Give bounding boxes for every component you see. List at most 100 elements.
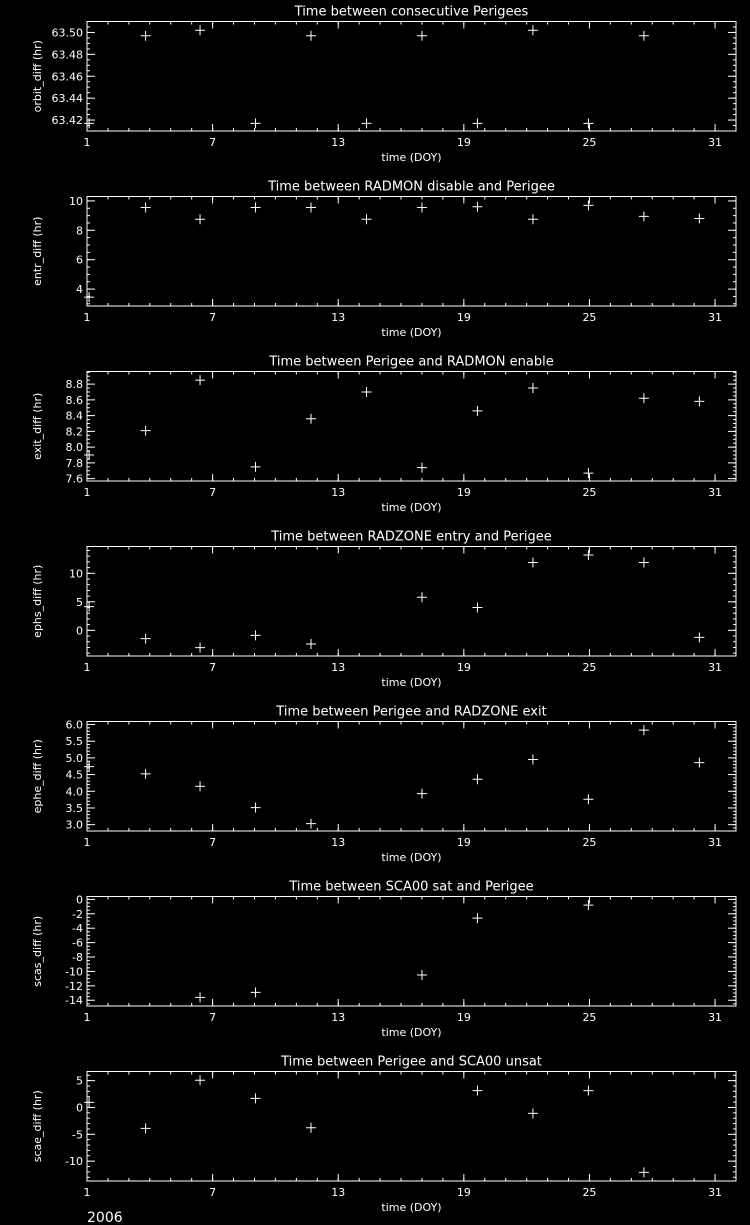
data-point bbox=[195, 781, 206, 792]
data-point bbox=[140, 202, 151, 213]
x-tick-label: 13 bbox=[331, 1011, 345, 1024]
data-point bbox=[250, 118, 261, 129]
data-point bbox=[140, 425, 151, 436]
x-axis-label: time (DOY) bbox=[381, 501, 441, 514]
y-tick-label: 6.0 bbox=[66, 719, 84, 732]
y-tick-label: 4 bbox=[76, 283, 83, 296]
chart-title: Time between Perigee and RADZONE exit bbox=[275, 705, 546, 720]
data-point bbox=[472, 118, 483, 129]
data-point bbox=[694, 632, 705, 643]
y-tick-label: -4 bbox=[72, 922, 83, 935]
y-axis-label: orbit_diff (hr) bbox=[31, 40, 44, 112]
x-tick-label: 1 bbox=[84, 486, 91, 499]
data-point bbox=[306, 413, 317, 424]
x-tick-label: 25 bbox=[582, 661, 596, 674]
y-axis-label: ephs_diff (hr) bbox=[31, 565, 44, 638]
data-point bbox=[583, 794, 594, 805]
data-point bbox=[84, 450, 95, 461]
y-tick-label: -10 bbox=[65, 965, 83, 978]
chart-panel-2: Time between RADMON disable and Perigee t… bbox=[31, 180, 737, 339]
data-point bbox=[583, 468, 594, 479]
data-point bbox=[527, 557, 538, 568]
x-tick-label: 13 bbox=[331, 661, 345, 674]
chart-panel-1: Time between consecutive Perigees time (D… bbox=[31, 5, 737, 164]
data-point bbox=[250, 802, 261, 813]
x-tick-label: 13 bbox=[331, 836, 345, 849]
data-point bbox=[638, 557, 649, 568]
y-tick-label: 8.6 bbox=[66, 394, 84, 407]
data-point bbox=[84, 292, 95, 303]
y-tick-label: 8.2 bbox=[66, 425, 84, 438]
data-point bbox=[195, 214, 206, 225]
y-tick-label: 6 bbox=[76, 254, 83, 267]
x-tick-label: 31 bbox=[708, 311, 722, 324]
data-point bbox=[527, 754, 538, 765]
data-point bbox=[250, 630, 261, 641]
x-axis-label: time (DOY) bbox=[381, 676, 441, 689]
data-point bbox=[638, 1167, 649, 1178]
data-point bbox=[361, 386, 372, 397]
data-point bbox=[527, 214, 538, 225]
x-tick-label: 25 bbox=[582, 836, 596, 849]
data-point bbox=[250, 461, 261, 472]
data-point bbox=[472, 1085, 483, 1096]
chart-panel-5: Time between Perigee and RADZONE exit tim… bbox=[31, 705, 737, 864]
plot-frame bbox=[86, 1071, 737, 1182]
data-point bbox=[195, 375, 206, 386]
y-tick-label: 4.5 bbox=[66, 769, 84, 782]
y-tick-label: 63.46 bbox=[52, 70, 84, 83]
y-tick-label: 7.8 bbox=[66, 457, 84, 470]
y-tick-label: 5.5 bbox=[66, 735, 84, 748]
y-tick-label: -6 bbox=[72, 937, 83, 950]
data-point bbox=[583, 1085, 594, 1096]
y-tick-label: 63.44 bbox=[52, 92, 84, 105]
x-tick-label: 31 bbox=[708, 836, 722, 849]
x-axis-label: time (DOY) bbox=[381, 151, 441, 164]
x-tick-label: 19 bbox=[457, 486, 471, 499]
data-point bbox=[583, 900, 594, 911]
data-point bbox=[306, 30, 317, 41]
data-point bbox=[195, 642, 206, 653]
y-tick-label: 8 bbox=[76, 224, 83, 237]
x-tick-label: 1 bbox=[84, 311, 91, 324]
plot-frame bbox=[86, 196, 737, 307]
x-tick-label: 7 bbox=[209, 661, 216, 674]
data-point bbox=[195, 1075, 206, 1086]
data-point bbox=[694, 757, 705, 768]
data-point bbox=[527, 25, 538, 36]
x-tick-label: 1 bbox=[84, 1011, 91, 1024]
year-label: 2006 bbox=[87, 1210, 123, 1225]
data-point bbox=[638, 393, 649, 404]
y-axis-label: scas_diff (hr) bbox=[31, 916, 44, 987]
y-tick-label: -10 bbox=[65, 1155, 83, 1168]
x-tick-label: 31 bbox=[708, 1011, 722, 1024]
chart-panel-3: Time between Perigee and RADMON enable ti… bbox=[31, 355, 737, 514]
chart-title: Time between RADMON disable and Perigee bbox=[267, 180, 555, 195]
x-axis-label: time (DOY) bbox=[381, 851, 441, 864]
data-point bbox=[416, 970, 427, 981]
data-point bbox=[583, 118, 594, 129]
x-axis-label: time (DOY) bbox=[381, 326, 441, 339]
chart-panel-6: Time between SCA00 sat and Perigee time (… bbox=[31, 880, 737, 1039]
x-tick-label: 7 bbox=[209, 836, 216, 849]
chart-title: Time between SCA00 sat and Perigee bbox=[288, 880, 533, 895]
y-tick-label: -8 bbox=[72, 951, 83, 964]
y-tick-label: 3.0 bbox=[66, 819, 84, 832]
chart-title: Time between consecutive Perigees bbox=[294, 5, 529, 20]
data-point bbox=[84, 1097, 95, 1108]
data-point bbox=[306, 202, 317, 213]
data-point bbox=[84, 118, 95, 129]
y-tick-label: 8.0 bbox=[66, 441, 84, 454]
y-tick-label: 63.42 bbox=[52, 114, 84, 127]
x-tick-label: 13 bbox=[331, 311, 345, 324]
x-tick-label: 19 bbox=[457, 1186, 471, 1199]
data-point bbox=[195, 992, 206, 1003]
data-point bbox=[527, 1108, 538, 1119]
x-tick-label: 13 bbox=[331, 486, 345, 499]
data-point bbox=[140, 633, 151, 644]
data-point bbox=[416, 30, 427, 41]
y-tick-label: 10 bbox=[69, 195, 83, 208]
x-tick-label: 19 bbox=[457, 836, 471, 849]
y-tick-label: -12 bbox=[65, 980, 83, 993]
